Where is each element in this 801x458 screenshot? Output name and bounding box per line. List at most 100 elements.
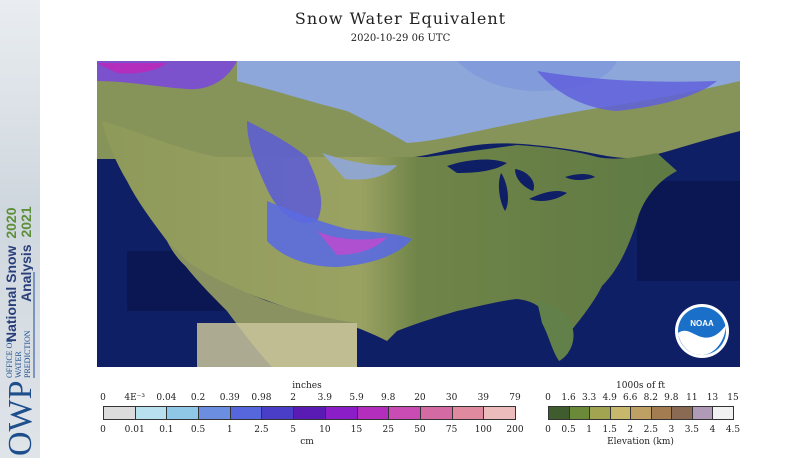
elev-bottom-tick: 2 [627, 425, 634, 435]
map-timestamp: 2020-10-29 06 UTC [350, 33, 451, 44]
elev-top-unit: 1000s of ft [616, 381, 665, 391]
swe-top-tick: 3.9 [317, 393, 333, 403]
swe-top-tick: 9.8 [381, 393, 396, 403]
snow-heavy-rockies-north [97, 63, 167, 74]
swe-top-tick: 0.04 [156, 393, 177, 403]
product-label: National Snow 2020 Analysis 2021 [3, 206, 33, 342]
lake-huron [515, 169, 535, 191]
elev-swatch [630, 406, 652, 420]
snow-montana [247, 121, 322, 223]
elev-top-tick: 9.8 [664, 393, 679, 403]
swe-bottom-tick: 75 [445, 425, 458, 435]
elev-bottom-tick: 4.5 [725, 425, 741, 435]
swe-top-tick: 2 [290, 393, 297, 403]
swe-bottom-tick: 0.1 [159, 425, 174, 435]
swe-swatch [483, 406, 516, 420]
elev-bottom-tick: 4 [709, 425, 716, 435]
masked-region [197, 323, 357, 367]
swe-swatch [134, 406, 168, 420]
swe-swatch [324, 406, 358, 420]
elev-bottom-tick: 1.5 [602, 425, 617, 435]
elev-top-tick: 6.6 [623, 393, 638, 403]
lake-michigan [498, 173, 508, 211]
elev-swatch [671, 406, 693, 420]
swe-top-tick: 5.9 [349, 393, 364, 403]
org-line3: PREDICTION [23, 330, 32, 378]
swe-swatch [451, 406, 485, 420]
elev-swatch [691, 406, 714, 420]
us-land [102, 121, 677, 341]
lake-ontario [565, 174, 595, 180]
elev-top-tick: 0 [545, 393, 551, 403]
noaa-text: NOAA [690, 319, 714, 328]
swe-bottom-tick: 200 [506, 425, 524, 435]
snow-quebec [537, 71, 717, 111]
season-start: 2020 [3, 207, 19, 238]
swe-swatch [293, 406, 326, 420]
sidebar: National Snow 2020 Analysis 2021 OWP OFF… [0, 0, 40, 458]
swe-top-tick: 20 [414, 393, 426, 403]
swe-swatch [166, 406, 200, 420]
swe-top-tick: 39 [477, 393, 490, 403]
swe-swatch [103, 406, 136, 420]
swe-swatch [419, 406, 453, 420]
swe-top-tick: 0.98 [251, 393, 272, 403]
swe-bottom-tick: 0.5 [190, 425, 206, 435]
elev-top-tick: 13 [706, 393, 719, 403]
swe-bottom-tick: 0 [100, 425, 106, 435]
swe-top-tick: 0.2 [190, 393, 206, 403]
swe-swatch [261, 406, 295, 420]
elev-swatch [609, 406, 632, 420]
swe-bottom-tick: 25 [382, 425, 394, 435]
product-name-line2: Analysis [18, 244, 33, 302]
swe-bottom-unit: cm [300, 437, 314, 447]
owp-letters: OWP [2, 380, 39, 456]
elev-bottom-tick: 0 [545, 425, 551, 435]
org-line1: OFFICE OF [5, 338, 14, 378]
elev-top-tick: 15 [727, 393, 739, 403]
elev-swatch [712, 406, 734, 420]
org-line2: WATER [14, 351, 23, 378]
swe-top-unit: inches [292, 381, 322, 391]
elev-top-tick: 1.6 [561, 393, 576, 403]
elev-top-tick: 3.3 [581, 393, 597, 403]
svg-text:National Snow 2020: National Snow 2020 [3, 207, 19, 342]
swe-bottom-tick: 5 [290, 425, 297, 435]
svg-text:Analysis 2021: Analysis 2021 [18, 206, 33, 302]
domain-block-east [637, 181, 740, 281]
elev-bottom-tick: 3 [668, 425, 675, 435]
swe-top-tick: 0.39 [219, 393, 240, 403]
elev-bottom-tick: 3.5 [684, 425, 700, 435]
swe-bottom-tick: 100 [474, 425, 492, 435]
swe-top-tick: 30 [445, 393, 458, 403]
swe-swatch [388, 406, 421, 420]
snow-map: NOAA [97, 61, 740, 367]
season-end: 2021 [18, 206, 33, 237]
product-name-line1: National Snow [3, 245, 19, 342]
elev-top-tick: 8.2 [643, 393, 658, 403]
elev-swatch [548, 406, 570, 420]
swe-swatch [198, 406, 231, 420]
swe-swatch [356, 406, 390, 420]
lake-superior [447, 159, 507, 173]
swe-top-tick: 79 [509, 393, 521, 403]
florida [537, 301, 574, 361]
elev-bottom-unit: Elevation (km) [607, 437, 674, 447]
snow-dakotas [322, 153, 397, 180]
snow-heavy-plains [317, 231, 387, 255]
elev-swatch [589, 406, 611, 420]
elev-top-tick: 4.9 [602, 393, 617, 403]
swe-swatch [229, 406, 263, 420]
swe-bottom-tick: 0.01 [124, 425, 145, 435]
swe-bottom-tick: 1 [226, 425, 233, 435]
swe-bottom-tick: 10 [319, 425, 331, 435]
swe-bottom-tick: 15 [350, 425, 363, 435]
elev-top-tick: 11 [686, 393, 698, 403]
swe-bottom-tick: 2.5 [254, 425, 269, 435]
swe-top-tick: 4E⁻³ [124, 393, 146, 403]
swe-top-tick: 0 [100, 393, 106, 403]
lake-erie [529, 191, 567, 201]
noaa-logo: NOAA [675, 304, 729, 358]
owp-logo: OWP OFFICE OF WATER PREDICTION [2, 272, 39, 456]
elev-swatch [568, 406, 591, 420]
